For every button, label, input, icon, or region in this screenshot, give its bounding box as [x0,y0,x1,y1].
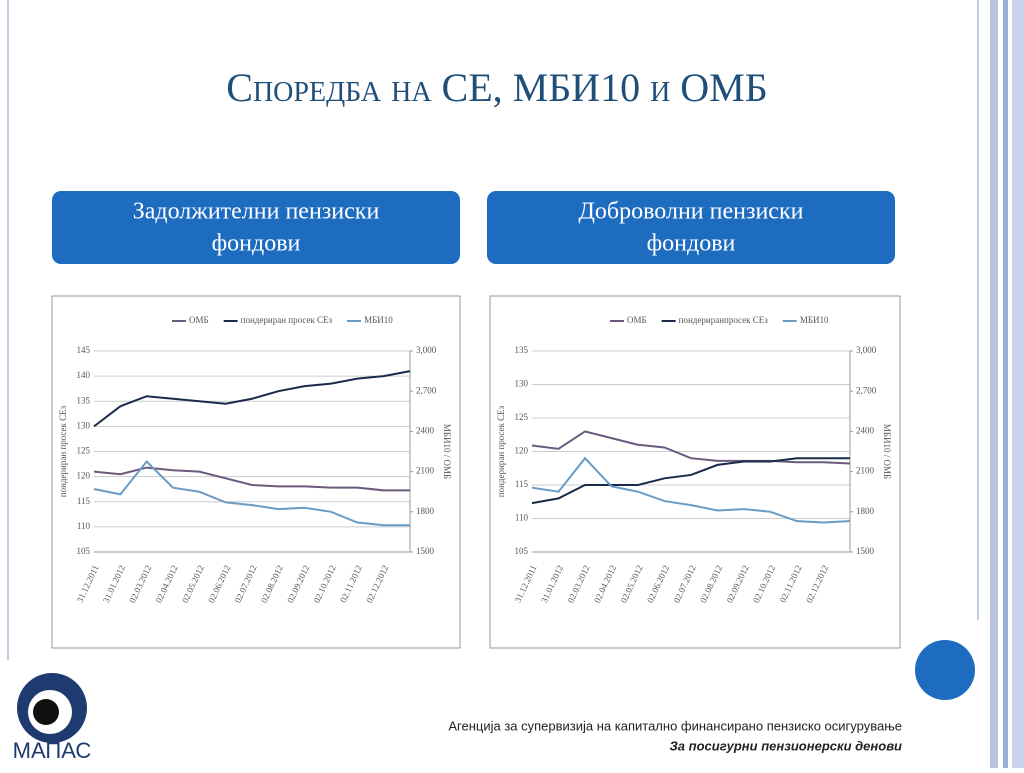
y2-axis-title: МБИ10 / ОМБ [442,424,452,479]
y2-tick-label: 3,000 [856,345,877,355]
footer-motto: За посигурни пензионерски денови [669,738,902,753]
y-tick-label: 110 [77,521,91,531]
legend-label: ОМБ [189,315,209,325]
y2-tick-label: 2100 [416,466,435,476]
y-tick-label: 125 [515,412,529,422]
y-tick-label: 120 [515,446,529,456]
y2-tick-label: 3,000 [416,345,437,355]
legend-label: ОМБ [627,315,647,325]
series-line [93,466,410,492]
y2-tick-label: 1800 [856,506,875,516]
y2-tick-label: 2400 [416,425,435,435]
box-text: Задолжителни пензиски [133,199,380,225]
y2-tick-label: 1500 [416,546,435,556]
y-tick-label: 140 [77,370,91,380]
legend-label: пондериранпросек СЕз [679,315,769,325]
y2-tick-label: 2,700 [416,385,437,395]
y-tick-label: 145 [77,345,91,355]
logo [33,699,59,725]
legend-label: МБИ10 [364,315,393,325]
y-tick-label: 105 [77,546,91,556]
box [487,191,895,264]
series-line [531,456,851,524]
y-tick-label: 135 [77,395,91,405]
y2-tick-label: 2,700 [856,385,877,395]
y-tick-label: 130 [515,379,529,389]
y2-axis-title: МБИ10 / ОМБ [882,424,892,479]
stripe [990,0,998,768]
footer-agency: Агенција за супервизија на капитално фин… [448,718,902,733]
logo-text: МАПАС [13,738,92,763]
stripe [1012,0,1024,768]
y2-tick-label: 2400 [856,425,875,435]
y-tick-label: 120 [77,471,91,481]
box [52,191,460,264]
y-axis-title: пондериран просек СЕз [496,405,506,497]
legend-label: МБИ10 [800,315,829,325]
box-text: фондови [647,231,736,257]
chart-frame [51,295,461,649]
y-tick-label: 125 [77,446,91,456]
y2-tick-label: 2100 [856,466,875,476]
decor-circle [915,640,975,700]
box-text: фондови [212,231,301,257]
legend-label: пондериран просек СЕз [241,315,333,325]
slide-title: Споредба на СЕ, МБИ10 и ОМБ [226,65,767,110]
series-line [93,370,411,428]
chart-frame [489,295,901,649]
series-line [93,460,410,527]
y2-tick-label: 1500 [856,546,875,556]
y2-tick-label: 1800 [416,506,435,516]
series-line [531,430,851,465]
y-tick-label: 130 [77,420,91,430]
y-tick-label: 135 [515,345,529,355]
stripe [1003,0,1008,768]
y-tick-label: 115 [77,496,91,506]
box-text: Доброволни пензиски [579,199,804,225]
y-tick-label: 110 [515,513,529,523]
series-line [531,457,850,505]
y-tick-label: 115 [515,479,529,489]
y-axis-title: пондериран просек СЕз [58,405,68,497]
y-tick-label: 105 [515,546,529,556]
